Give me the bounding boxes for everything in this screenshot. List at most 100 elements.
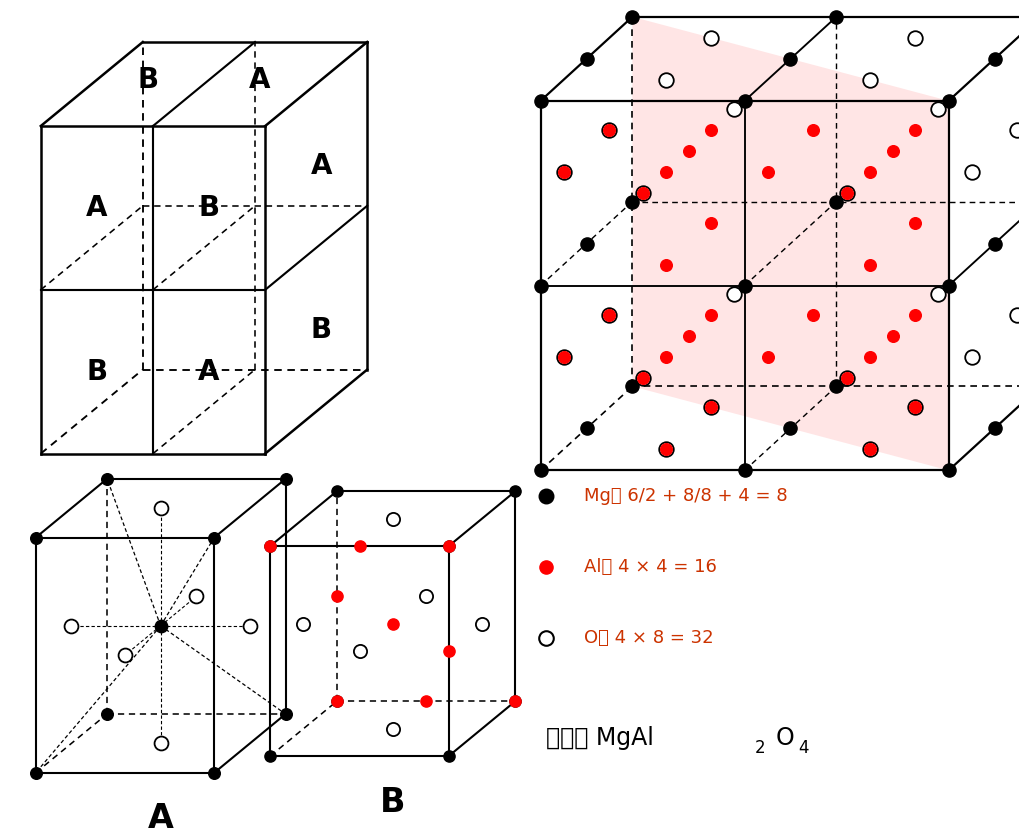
Text: B: B <box>199 194 219 222</box>
Text: Mg： 6/2 + 8/8 + 4 = 8: Mg： 6/2 + 8/8 + 4 = 8 <box>584 486 788 505</box>
Point <box>907 31 923 45</box>
Point <box>153 619 169 633</box>
Point <box>861 350 877 364</box>
Point <box>532 94 548 108</box>
Point <box>907 401 923 414</box>
Point <box>861 443 877 456</box>
Point <box>384 722 400 736</box>
Point <box>624 10 640 24</box>
Point <box>578 237 594 250</box>
Point <box>758 165 774 179</box>
Point <box>474 617 490 630</box>
Point <box>861 258 877 271</box>
Point <box>328 485 344 498</box>
Point <box>506 695 523 708</box>
Point <box>782 52 798 66</box>
Point <box>680 329 696 343</box>
Point <box>1009 308 1019 322</box>
Point <box>963 165 979 179</box>
Point <box>601 308 618 322</box>
Point <box>555 165 572 179</box>
Point <box>537 560 553 574</box>
Point <box>736 94 752 108</box>
Point <box>1009 123 1019 137</box>
Point <box>656 165 673 179</box>
Point <box>262 539 278 553</box>
Point <box>985 422 1002 435</box>
Point <box>838 186 854 200</box>
Point <box>189 590 205 603</box>
Point <box>555 350 572 364</box>
Point <box>555 165 572 179</box>
Point <box>578 52 594 66</box>
Point <box>907 401 923 414</box>
Point <box>578 422 594 435</box>
Point <box>328 695 344 708</box>
Point <box>907 216 923 229</box>
Point <box>805 308 821 322</box>
Point <box>726 287 742 301</box>
Text: B: B <box>380 785 406 819</box>
Point <box>827 10 844 24</box>
Point <box>537 632 553 645</box>
Point <box>384 512 400 526</box>
Point <box>206 766 222 780</box>
Point <box>601 123 618 137</box>
Point <box>758 350 774 364</box>
Point <box>153 501 169 515</box>
Point <box>656 443 673 456</box>
Point <box>656 258 673 271</box>
Point <box>634 371 650 385</box>
Text: A: A <box>86 194 108 222</box>
Point <box>726 102 742 116</box>
Point <box>153 737 169 750</box>
Point <box>940 279 956 292</box>
Text: Al： 4 × 4 = 16: Al： 4 × 4 = 16 <box>584 558 716 576</box>
Point <box>601 123 618 137</box>
Point <box>634 186 650 200</box>
Point <box>352 539 368 553</box>
Point <box>827 195 844 208</box>
Point <box>838 371 854 385</box>
Point <box>28 766 44 780</box>
Point <box>703 401 719 414</box>
Text: 化学式 MgAl: 化学式 MgAl <box>545 727 653 750</box>
Point <box>940 94 956 108</box>
Point <box>883 329 900 343</box>
Point <box>963 350 979 364</box>
Point <box>861 443 877 456</box>
Point <box>117 648 132 662</box>
Point <box>703 308 719 322</box>
Point <box>883 144 900 158</box>
Point <box>782 422 798 435</box>
Point <box>634 371 650 385</box>
Point <box>532 279 548 292</box>
Point <box>277 472 293 486</box>
Point <box>940 464 956 477</box>
Point <box>262 749 278 763</box>
Point <box>296 617 312 630</box>
Point <box>440 539 457 553</box>
Point <box>656 443 673 456</box>
Point <box>532 464 548 477</box>
Text: A: A <box>249 66 271 94</box>
Point <box>328 695 344 708</box>
Point <box>328 590 344 603</box>
Point <box>929 102 946 116</box>
Point <box>418 695 434 708</box>
Text: B: B <box>138 66 158 94</box>
Point <box>985 237 1002 250</box>
Point <box>28 531 44 544</box>
Point <box>63 619 79 633</box>
Point <box>440 539 457 553</box>
Text: B: B <box>311 316 331 344</box>
Text: 2: 2 <box>754 739 764 758</box>
Text: B: B <box>87 358 107 386</box>
Point <box>736 464 752 477</box>
Point <box>384 617 400 630</box>
Point <box>206 531 222 544</box>
Point <box>99 707 115 721</box>
Point <box>262 539 278 553</box>
Point <box>703 401 719 414</box>
Point <box>537 489 553 502</box>
